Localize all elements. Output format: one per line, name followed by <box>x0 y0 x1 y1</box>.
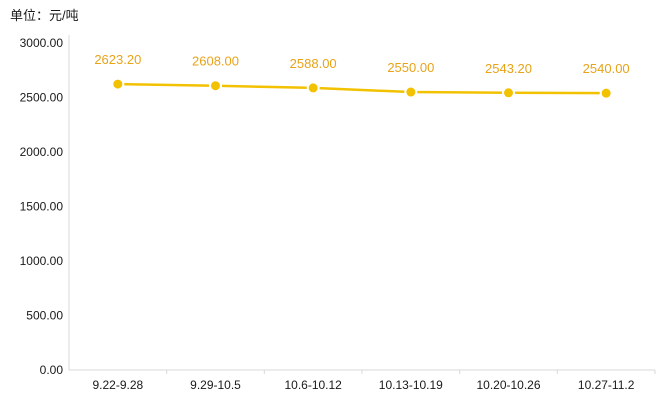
data-label: 2543.20 <box>485 61 532 76</box>
data-point <box>599 86 613 100</box>
data-label: 2550.00 <box>387 60 434 75</box>
series-line <box>117 82 607 95</box>
y-tick-label: 2000.00 <box>20 145 64 159</box>
data-labels: 2623.20 2608.00 2588.00 2550.00 2543.20 2540.… <box>94 52 629 76</box>
y-axis: 0.00 500.00 1000.00 1500.00 2000.00 2500.00 30… <box>20 35 70 377</box>
x-tick-label: 10.27-11.2 <box>578 378 635 392</box>
data-point <box>306 81 320 95</box>
y-tick-label: 0.00 <box>40 363 64 377</box>
x-tick-label: 10.6-10.12 <box>284 378 342 392</box>
data-label: 2540.00 <box>583 61 630 76</box>
data-point <box>404 85 418 99</box>
x-tick-label: 10.20-10.26 <box>476 378 540 392</box>
data-point <box>209 79 222 93</box>
y-tick-label: 1500.00 <box>20 200 64 214</box>
x-tick-label: 10.13-10.19 <box>379 378 443 392</box>
data-markers <box>111 77 613 100</box>
data-point <box>502 86 515 100</box>
data-label: 2608.00 <box>192 54 239 69</box>
data-point <box>111 77 125 91</box>
y-tick-label: 500.00 <box>26 309 63 323</box>
unit-label: 单位：元/吨 <box>10 8 79 23</box>
y-tick-label: 2500.00 <box>20 91 64 105</box>
x-axis: 9.22-9.28 9.29-10.5 10.6-10.12 10.13-10.19 1… <box>69 369 656 392</box>
x-tick-label: 9.22-9.28 <box>92 378 143 392</box>
data-label: 2623.20 <box>94 52 141 67</box>
data-label: 2588.00 <box>290 56 337 71</box>
x-tick-label: 9.29-10.5 <box>190 378 241 392</box>
series-line-group <box>117 82 607 95</box>
y-tick-label: 3000.00 <box>20 36 64 50</box>
y-tick-label: 1000.00 <box>20 254 64 268</box>
